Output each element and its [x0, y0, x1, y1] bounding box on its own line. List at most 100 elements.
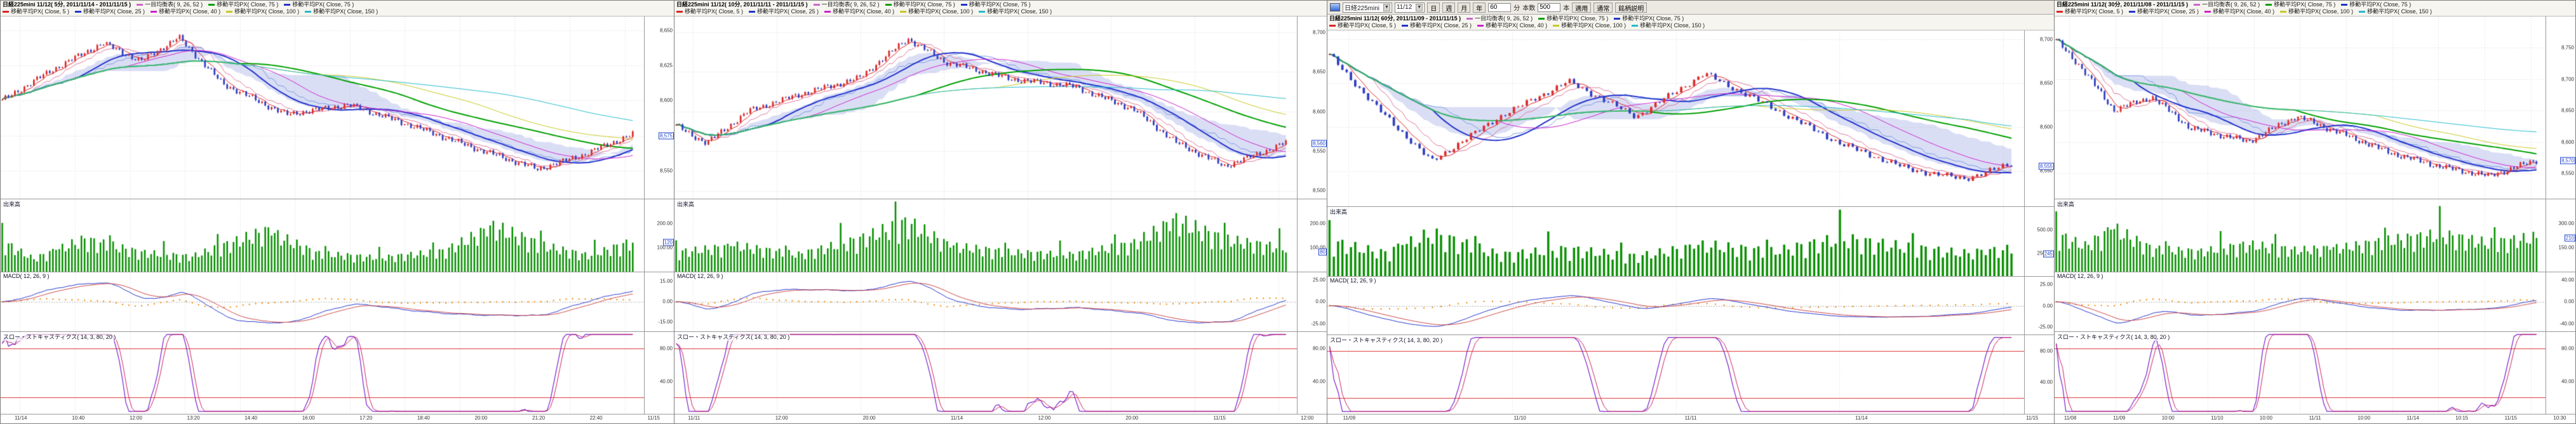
legend-swatch	[2280, 11, 2287, 13]
legend-swatch	[2129, 11, 2136, 13]
time-label: 22:40	[589, 415, 603, 421]
legend-swatch	[824, 11, 831, 13]
legend-row: 移動平均PX( Close, 5 ) 移動平均PX( Close, 25 ) 移動平…	[3, 8, 672, 15]
macd-canvas[interactable]	[1327, 277, 2024, 335]
legend-item: 移動平均PX( Close, 100 )	[2280, 8, 2353, 15]
price-canvas[interactable]	[1327, 30, 2024, 206]
volume-canvas[interactable]	[1327, 206, 2024, 277]
time-label: 11/09	[2112, 415, 2126, 421]
price-canvas[interactable]	[1, 17, 644, 199]
time-label: 10:15	[2455, 415, 2469, 421]
legend-item: 一目均衡表( 9, 26, 52 )	[2194, 1, 2260, 8]
time-label: 20:00	[474, 415, 488, 421]
period-month-button[interactable]: 月	[1458, 2, 1471, 13]
time-label: 10:30	[2553, 415, 2566, 421]
price-plot[interactable]	[674, 17, 1297, 199]
volume-canvas[interactable]	[674, 199, 1297, 272]
axis-tick: 200.00	[1310, 220, 1325, 227]
macd-canvas[interactable]	[2055, 272, 2546, 332]
legend-item: 移動平均PX( Close, 5 )	[1329, 22, 1396, 29]
last-price-badge: 8,570	[2559, 157, 2575, 164]
price-plot[interactable]	[2055, 17, 2546, 199]
axis-tick: 8,750	[2561, 44, 2574, 51]
stochastics-plot[interactable]	[674, 332, 1297, 414]
axis-tick: 300.00	[2558, 220, 2574, 227]
macd-canvas[interactable]	[1, 272, 644, 332]
macd-plot[interactable]	[1, 272, 644, 332]
stochastics-axis: 80.00 40.00	[2546, 332, 2575, 414]
axis-tick: 150.00	[2558, 244, 2574, 251]
chart-sections: 8,700 8,650 8,600 8,550 8,500 8,560 出来高 200.0…	[674, 17, 1327, 423]
volume-canvas[interactable]	[2055, 199, 2546, 272]
stochastics-axis: 80.00 40.00	[644, 332, 674, 414]
minute-unit-label: 分	[1513, 5, 1520, 12]
stochastics-label: スロー・ストキャスティクス( 14, 3, 80, 20 )	[676, 333, 791, 341]
volume-label: 出来高	[3, 199, 22, 208]
legend-row: 移動平均PX( Close, 5 ) 移動平均PX( Close, 25 ) 移動平…	[2056, 8, 2573, 15]
last-volume-badge: 80	[1318, 248, 1327, 256]
price-section: 8,750 8,700 8,650 8,600 8,550 8,570	[2055, 17, 2575, 199]
axis-tick: 8,700	[2039, 36, 2053, 43]
contract-value: 11/12	[1396, 4, 1412, 11]
price-axis: 8,700 8,650 8,600 8,550 8,555	[2024, 30, 2054, 206]
chart-panel-3: 日経225mini ▼ 11/12 ▼ 日 週 月 年 分 本数 本 適用 通常…	[1327, 0, 2055, 424]
bar-count-input[interactable]	[1538, 3, 1561, 12]
period-year-button[interactable]: 年	[1473, 2, 1486, 13]
contract-select[interactable]: 11/12 ▼	[1394, 2, 1425, 13]
volume-plot[interactable]	[2055, 199, 2546, 272]
minute-input[interactable]	[1488, 3, 1512, 12]
legend-item: 移動平均PX( Close, 25 )	[75, 8, 145, 15]
period-week-button[interactable]: 週	[1442, 2, 1456, 13]
stochastics-plot[interactable]	[1, 332, 644, 414]
indicator-legend: 日経225mini 11/12( 5分, 2011/11/14 - 2011/1…	[1, 1, 674, 17]
macd-label: MACD( 12, 26, 9 )	[676, 272, 724, 279]
volume-plot[interactable]	[1327, 206, 2024, 277]
legend-item: 移動平均PX( Close, 25 )	[749, 8, 819, 15]
axis-tick: 8,550	[1312, 148, 1325, 154]
bar-count-label: 本数	[1522, 5, 1536, 12]
macd-section: MACD( 12, 26, 9 ) 15.00 0.00 -15.00	[1, 271, 674, 332]
axis-tick: 8,700	[2561, 76, 2574, 83]
axis-tick: 15.00	[659, 278, 673, 284]
price-canvas[interactable]	[2055, 17, 2546, 199]
symbol-select[interactable]: 日経225mini ▼	[1343, 2, 1392, 13]
macd-plot[interactable]	[2055, 272, 2546, 332]
volume-canvas[interactable]	[1, 199, 644, 272]
time-axis: 11/08 11/09 10:00 11/10 10:00 11/11 10:00 11/14…	[2055, 414, 2575, 423]
legend-item: 一目均衡表( 9, 26, 52 )	[137, 1, 203, 8]
time-label: 11/14	[15, 415, 27, 421]
stochastics-canvas[interactable]	[1, 332, 644, 414]
normal-view-button[interactable]: 通常	[1593, 2, 1613, 13]
price-plot[interactable]	[1, 17, 644, 199]
volume-plot[interactable]	[674, 199, 1297, 272]
stochastics-plot[interactable]	[1327, 335, 2024, 414]
stochastics-canvas[interactable]	[2055, 332, 2546, 414]
period-day-button[interactable]: 日	[1427, 2, 1440, 13]
time-label: 11/11	[688, 415, 701, 421]
price-plot[interactable]	[1327, 30, 2024, 206]
chart-title: 日経225mini 11/12( 30分, 2011/11/08 - 2011/…	[2056, 1, 2189, 8]
time-label: 21:20	[532, 415, 546, 421]
axis-tick: 8,600	[1312, 109, 1325, 115]
last-price-badge: 8,575	[658, 132, 674, 139]
time-label: 11/10	[1513, 415, 1526, 421]
stochastics-plot[interactable]	[2055, 332, 2546, 414]
legend-item: 移動平均PX( Close, 75 )	[885, 1, 955, 8]
legend-item: 一目均衡表( 9, 26, 52 )	[813, 1, 880, 8]
volume-section: 出来高 300.00 150.00 210	[2055, 198, 2575, 272]
macd-plot[interactable]	[1327, 277, 2024, 335]
time-label: 13:20	[187, 415, 200, 421]
volume-plot[interactable]	[1, 199, 644, 272]
stochastics-section: スロー・ストキャスティクス( 14, 3, 80, 20 ) 80.00 40.0…	[674, 331, 1327, 414]
price-canvas[interactable]	[674, 17, 1297, 199]
axis-tick: 25.00	[1312, 277, 1325, 283]
time-label: 10:00	[2259, 415, 2272, 421]
apply-button[interactable]: 適用	[1572, 2, 1592, 13]
stochastics-canvas[interactable]	[674, 332, 1297, 414]
symbol-description-button[interactable]: 銘柄説明	[1615, 2, 1647, 13]
volume-section: 出来高 200.00 100.00 120	[1, 198, 674, 272]
stochastics-canvas[interactable]	[1327, 335, 2024, 414]
macd-plot[interactable]	[674, 272, 1297, 332]
macd-canvas[interactable]	[674, 272, 1297, 332]
